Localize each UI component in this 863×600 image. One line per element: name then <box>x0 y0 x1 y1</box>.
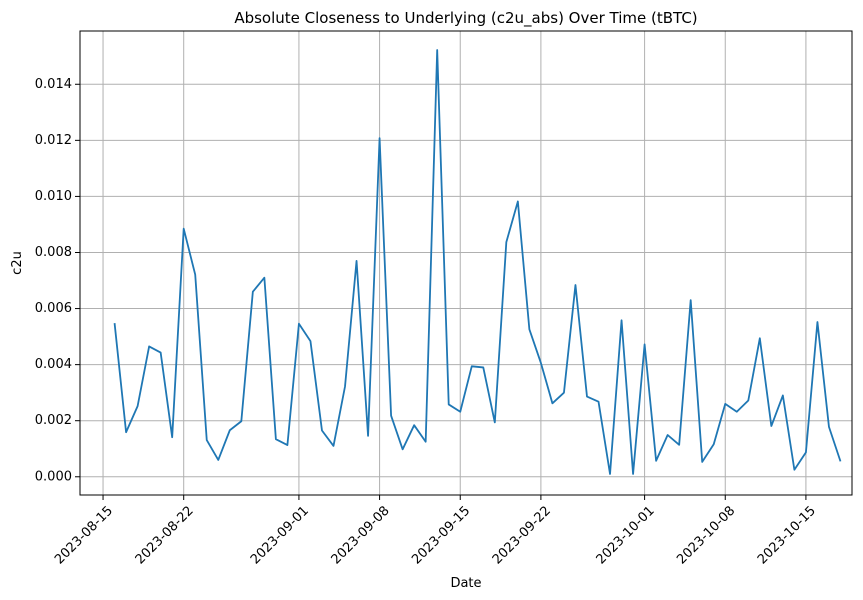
y-tick-label: 0.010 <box>35 189 72 204</box>
y-tick-label: 0.000 <box>35 469 72 484</box>
x-tick-label: 2023-09-15 <box>409 503 473 567</box>
chart-title: Absolute Closeness to Underlying (c2u_ab… <box>234 9 697 28</box>
y-tick-label: 0.004 <box>35 357 72 372</box>
x-tick-label: 2023-10-15 <box>755 503 819 567</box>
x-tick-label: 2023-09-22 <box>490 503 554 567</box>
x-tick-label: 2023-10-01 <box>594 503 658 567</box>
y-axis-label: c2u <box>10 251 25 275</box>
x-tick-label: 2023-09-01 <box>248 503 312 567</box>
y-tick-label: 0.012 <box>35 133 72 148</box>
plot-frame <box>79 30 853 496</box>
x-tick-label: 2023-09-08 <box>329 503 393 567</box>
x-tick-label: 2023-10-08 <box>674 503 738 567</box>
x-axis-label: Date <box>450 576 481 591</box>
y-tick-label: 0.006 <box>35 301 72 316</box>
grid-lines <box>80 31 852 495</box>
y-axis: 0.000 0.002 0.004 0.006 0.008 0.010 0.012 0.014 <box>35 77 80 484</box>
y-tick-label: 0.014 <box>35 77 72 92</box>
series-line <box>113 49 842 475</box>
y-tick-label: 0.002 <box>35 413 72 428</box>
x-axis: 2023-08-15 2023-08-22 2023-09-01 2023-09-08… <box>52 495 819 567</box>
x-tick-label: 2023-08-22 <box>133 503 197 567</box>
y-tick-label: 0.008 <box>35 245 72 260</box>
x-tick-label: 2023-08-15 <box>52 503 116 567</box>
